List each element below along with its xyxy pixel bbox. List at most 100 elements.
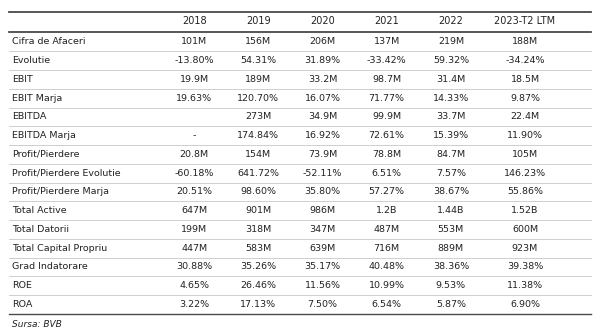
- Text: 189M: 189M: [245, 75, 271, 84]
- Text: 38.67%: 38.67%: [433, 188, 469, 196]
- Text: 188M: 188M: [512, 38, 538, 46]
- Text: 219M: 219M: [438, 38, 464, 46]
- Text: 206M: 206M: [310, 38, 335, 46]
- Text: 156M: 156M: [245, 38, 271, 46]
- Text: EBITDA: EBITDA: [12, 113, 46, 121]
- Text: -34.24%: -34.24%: [505, 56, 545, 65]
- Text: 20.8M: 20.8M: [179, 150, 209, 159]
- Text: 923M: 923M: [512, 244, 538, 253]
- Text: 7.57%: 7.57%: [436, 169, 466, 178]
- Text: 14.33%: 14.33%: [433, 94, 469, 103]
- Text: 1.2B: 1.2B: [376, 206, 397, 215]
- Text: 78.8M: 78.8M: [372, 150, 401, 159]
- Text: Grad Indatorare: Grad Indatorare: [12, 263, 88, 271]
- Text: 98.60%: 98.60%: [240, 188, 277, 196]
- Text: 273M: 273M: [245, 113, 271, 121]
- Text: 10.99%: 10.99%: [368, 281, 404, 290]
- Text: 38.36%: 38.36%: [433, 263, 469, 271]
- Text: 35.17%: 35.17%: [304, 263, 341, 271]
- Text: 105M: 105M: [512, 150, 538, 159]
- Text: 30.88%: 30.88%: [176, 263, 212, 271]
- Text: 174.84%: 174.84%: [238, 131, 280, 140]
- Text: 2020: 2020: [310, 16, 335, 26]
- Text: 901M: 901M: [245, 206, 271, 215]
- Text: Profit/Pierdere Evolutie: Profit/Pierdere Evolutie: [12, 169, 121, 178]
- Text: 54.31%: 54.31%: [240, 56, 277, 65]
- Text: 2019: 2019: [246, 16, 271, 26]
- Text: EBIT Marja: EBIT Marja: [12, 94, 62, 103]
- Text: 15.39%: 15.39%: [433, 131, 469, 140]
- Text: 1.52B: 1.52B: [511, 206, 539, 215]
- Text: 583M: 583M: [245, 244, 271, 253]
- Text: 101M: 101M: [181, 38, 207, 46]
- Text: 33.7M: 33.7M: [436, 113, 466, 121]
- Text: -: -: [193, 131, 196, 140]
- Text: 146.23%: 146.23%: [504, 169, 546, 178]
- Text: Profit/Pierdere: Profit/Pierdere: [12, 150, 79, 159]
- Text: 19.63%: 19.63%: [176, 94, 212, 103]
- Text: 55.86%: 55.86%: [507, 188, 543, 196]
- Text: 26.46%: 26.46%: [240, 281, 277, 290]
- Text: 487M: 487M: [374, 225, 400, 234]
- Text: 72.61%: 72.61%: [368, 131, 404, 140]
- Text: ROA: ROA: [12, 300, 32, 309]
- Text: 7.50%: 7.50%: [308, 300, 337, 309]
- Text: 34.9M: 34.9M: [308, 113, 337, 121]
- Text: 35.26%: 35.26%: [240, 263, 277, 271]
- Text: 6.54%: 6.54%: [372, 300, 402, 309]
- Text: 99.9M: 99.9M: [372, 113, 401, 121]
- Text: 6.51%: 6.51%: [372, 169, 402, 178]
- Text: Sursa: BVB: Sursa: BVB: [12, 320, 62, 329]
- Text: 17.13%: 17.13%: [240, 300, 277, 309]
- Text: 39.38%: 39.38%: [507, 263, 543, 271]
- Text: 154M: 154M: [245, 150, 271, 159]
- Text: 11.90%: 11.90%: [507, 131, 543, 140]
- Text: Total Capital Propriu: Total Capital Propriu: [12, 244, 107, 253]
- Text: 2022: 2022: [439, 16, 463, 26]
- Text: EBIT: EBIT: [12, 75, 33, 84]
- Text: ROE: ROE: [12, 281, 32, 290]
- Text: 11.38%: 11.38%: [507, 281, 543, 290]
- Text: 2023-T2 LTM: 2023-T2 LTM: [494, 16, 556, 26]
- Text: 6.90%: 6.90%: [510, 300, 540, 309]
- Text: 9.53%: 9.53%: [436, 281, 466, 290]
- Text: 639M: 639M: [310, 244, 335, 253]
- Text: 889M: 889M: [438, 244, 464, 253]
- Text: 16.92%: 16.92%: [305, 131, 341, 140]
- Text: 59.32%: 59.32%: [433, 56, 469, 65]
- Text: 2021: 2021: [374, 16, 399, 26]
- Text: 199M: 199M: [181, 225, 207, 234]
- Text: 716M: 716M: [374, 244, 400, 253]
- Text: 1.44B: 1.44B: [437, 206, 464, 215]
- Text: 19.9M: 19.9M: [179, 75, 209, 84]
- Text: 600M: 600M: [512, 225, 538, 234]
- Text: 641.72%: 641.72%: [238, 169, 280, 178]
- Text: 16.07%: 16.07%: [305, 94, 341, 103]
- Text: Total Active: Total Active: [12, 206, 67, 215]
- Text: -52.11%: -52.11%: [303, 169, 342, 178]
- Text: Cifra de Afaceri: Cifra de Afaceri: [12, 38, 86, 46]
- Text: Profit/Pierdere Marja: Profit/Pierdere Marja: [12, 188, 109, 196]
- Text: 31.89%: 31.89%: [304, 56, 341, 65]
- Text: 120.70%: 120.70%: [238, 94, 280, 103]
- Text: -33.42%: -33.42%: [367, 56, 407, 65]
- Text: 553M: 553M: [438, 225, 464, 234]
- Text: 9.87%: 9.87%: [510, 94, 540, 103]
- Text: 31.4M: 31.4M: [436, 75, 466, 84]
- Text: 647M: 647M: [181, 206, 207, 215]
- Text: 98.7M: 98.7M: [372, 75, 401, 84]
- Text: EBITDA Marja: EBITDA Marja: [12, 131, 76, 140]
- Text: 318M: 318M: [245, 225, 271, 234]
- Text: 986M: 986M: [310, 206, 335, 215]
- Text: 20.51%: 20.51%: [176, 188, 212, 196]
- Text: 40.48%: 40.48%: [368, 263, 404, 271]
- Text: 347M: 347M: [310, 225, 335, 234]
- Text: 5.87%: 5.87%: [436, 300, 466, 309]
- Text: 84.7M: 84.7M: [436, 150, 466, 159]
- Text: 3.22%: 3.22%: [179, 300, 209, 309]
- Text: 11.56%: 11.56%: [305, 281, 341, 290]
- Text: -13.80%: -13.80%: [175, 56, 214, 65]
- Text: 447M: 447M: [181, 244, 207, 253]
- Text: 35.80%: 35.80%: [304, 188, 341, 196]
- Text: 137M: 137M: [374, 38, 400, 46]
